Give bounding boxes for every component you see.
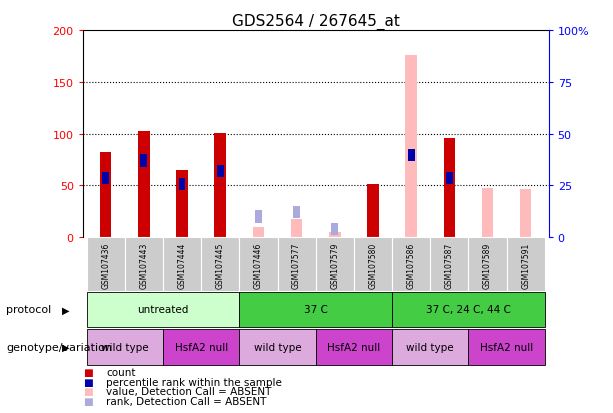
- Text: GSM107443: GSM107443: [139, 242, 148, 288]
- Text: untreated: untreated: [137, 305, 189, 315]
- Bar: [201, 237, 239, 291]
- Text: rank, Detection Call = ABSENT: rank, Detection Call = ABSENT: [106, 396, 267, 406]
- Text: wild type: wild type: [254, 342, 302, 352]
- Text: wild type: wild type: [406, 342, 454, 352]
- Text: GSM107589: GSM107589: [483, 242, 492, 288]
- Bar: [86, 329, 163, 365]
- Bar: [392, 292, 545, 328]
- Text: GSM107446: GSM107446: [254, 242, 263, 288]
- Bar: [520, 190, 531, 237]
- Bar: [86, 237, 125, 291]
- Bar: [239, 237, 278, 291]
- Text: ■: ■: [83, 387, 93, 396]
- Bar: [215, 133, 226, 237]
- Text: genotype/variation: genotype/variation: [6, 342, 112, 352]
- Bar: [239, 329, 316, 365]
- Bar: [506, 237, 545, 291]
- Bar: [367, 185, 379, 237]
- Text: GSM107587: GSM107587: [445, 242, 454, 288]
- Text: ■: ■: [83, 377, 93, 387]
- Bar: [329, 232, 341, 237]
- Bar: [446, 173, 453, 185]
- Bar: [163, 237, 201, 291]
- Text: count: count: [106, 367, 135, 377]
- Bar: [86, 292, 239, 328]
- Text: HsfA2 null: HsfA2 null: [327, 342, 381, 352]
- Text: HsfA2 null: HsfA2 null: [175, 342, 228, 352]
- Bar: [163, 329, 239, 365]
- Text: GSM107445: GSM107445: [216, 242, 225, 288]
- Text: ■: ■: [83, 396, 93, 406]
- Text: 37 C: 37 C: [304, 305, 327, 315]
- Bar: [444, 138, 455, 237]
- Bar: [392, 237, 430, 291]
- Text: wild type: wild type: [101, 342, 148, 352]
- Text: GSM107579: GSM107579: [330, 242, 339, 288]
- Bar: [468, 329, 545, 365]
- Text: GSM107436: GSM107436: [101, 242, 110, 288]
- Bar: [316, 237, 354, 291]
- Text: GSM107591: GSM107591: [521, 242, 530, 288]
- Bar: [291, 220, 302, 237]
- Bar: [278, 237, 316, 291]
- Bar: [405, 56, 417, 237]
- Text: HsfA2 null: HsfA2 null: [480, 342, 533, 352]
- Text: GSM107444: GSM107444: [178, 242, 186, 288]
- Text: value, Detection Call = ABSENT: value, Detection Call = ABSENT: [106, 387, 272, 396]
- Title: GDS2564 / 267645_at: GDS2564 / 267645_at: [232, 14, 400, 30]
- Bar: [177, 170, 188, 237]
- Text: protocol: protocol: [6, 305, 51, 315]
- Bar: [138, 132, 150, 237]
- Text: ▶: ▶: [63, 305, 70, 315]
- Bar: [392, 329, 468, 365]
- Bar: [293, 206, 300, 219]
- Bar: [253, 227, 264, 237]
- Bar: [178, 178, 186, 191]
- Bar: [332, 223, 338, 235]
- Text: percentile rank within the sample: percentile rank within the sample: [106, 377, 282, 387]
- Bar: [316, 329, 392, 365]
- Text: 37 C, 24 C, 44 C: 37 C, 24 C, 44 C: [426, 305, 511, 315]
- Text: GSM107580: GSM107580: [368, 242, 378, 288]
- Text: GSM107586: GSM107586: [406, 242, 416, 288]
- Bar: [354, 237, 392, 291]
- Bar: [239, 292, 392, 328]
- Bar: [255, 211, 262, 223]
- Bar: [140, 155, 147, 167]
- Bar: [408, 150, 414, 162]
- Bar: [430, 237, 468, 291]
- Bar: [468, 237, 506, 291]
- Bar: [102, 173, 109, 185]
- Text: ■: ■: [83, 367, 93, 377]
- Bar: [217, 165, 224, 178]
- Text: GSM107577: GSM107577: [292, 242, 301, 288]
- Bar: [125, 237, 163, 291]
- Bar: [482, 189, 493, 237]
- Bar: [100, 153, 112, 237]
- Text: ▶: ▶: [63, 342, 70, 352]
